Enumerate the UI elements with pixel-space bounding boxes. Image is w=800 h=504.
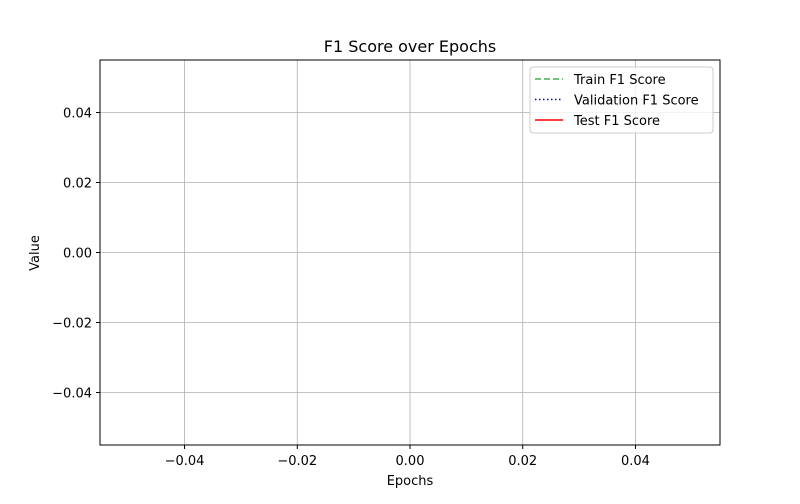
y-tick-label: 0.04: [63, 107, 92, 122]
legend-label: Validation F1 Score: [574, 94, 699, 109]
x-tick-label: 0.04: [621, 454, 650, 469]
y-tick-label: −0.02: [52, 317, 92, 332]
legend-entries: Train F1 Score Validation F1 Score Test F1…: [535, 73, 699, 129]
legend-box: [529, 66, 714, 134]
y-axis-label: Value: [28, 235, 43, 271]
chart-title: F1 Score over Epochs: [324, 37, 496, 56]
legend-label: Train F1 Score: [573, 73, 666, 88]
y-axis-ticks: −0.04 −0.02 0.00 0.02 0.04: [52, 107, 100, 402]
legend-label: Test F1 Score: [573, 114, 660, 129]
x-tick-label: 0.00: [396, 454, 425, 469]
x-tick-label: −0.04: [165, 454, 205, 469]
y-tick-label: 0.02: [63, 177, 92, 192]
x-tick-label: −0.02: [277, 454, 317, 469]
y-tick-label: −0.04: [52, 387, 92, 402]
y-tick-label: 0.00: [63, 247, 92, 262]
x-tick-label: 0.02: [508, 454, 537, 469]
x-axis-ticks: −0.04 −0.02 0.00 0.02 0.04: [165, 445, 650, 469]
x-axis-label: Epochs: [387, 474, 434, 489]
legend: Train F1 Score Validation F1 Score Test F1…: [529, 66, 714, 134]
